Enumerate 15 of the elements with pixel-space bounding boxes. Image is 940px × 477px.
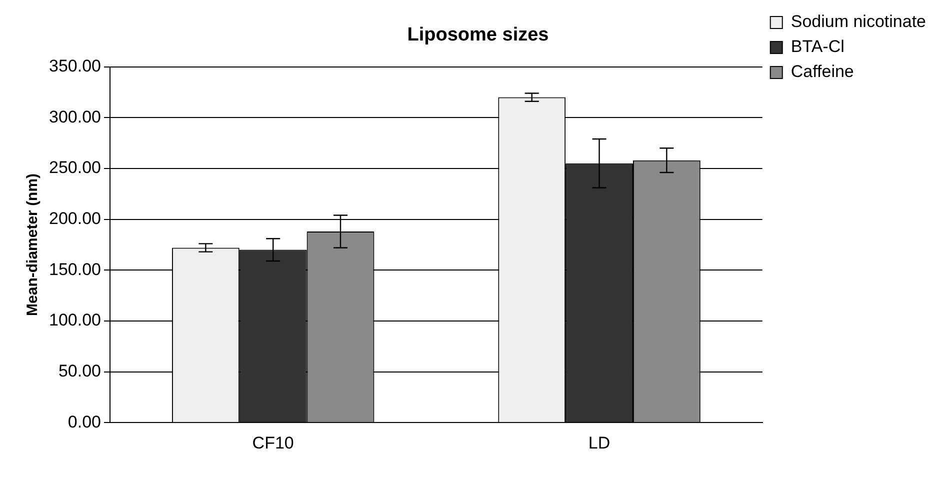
chart-title: Liposome sizes [407,24,549,46]
legend-label: Caffeine [790,62,854,82]
y-tick-label: 100.00 [48,310,101,330]
y-tick-label: 350.00 [48,56,101,76]
x-tick-label: LD [588,433,610,452]
y-tick-label: 300.00 [48,107,101,126]
y-tick-label: 0.00 [68,412,101,432]
x-tick-label: CF10 [252,433,294,452]
y-tick-label: 50.00 [58,361,101,380]
y-tick-label: 150.00 [48,260,101,279]
y-tick-label: 200.00 [48,208,101,228]
y-tick-label: 250.00 [48,158,101,178]
y-axis-title: Mean-diameter (nm) [24,173,42,316]
legend-label: Sodium nicotinate [790,12,926,32]
legend-label: BTA-Cl [790,37,844,56]
